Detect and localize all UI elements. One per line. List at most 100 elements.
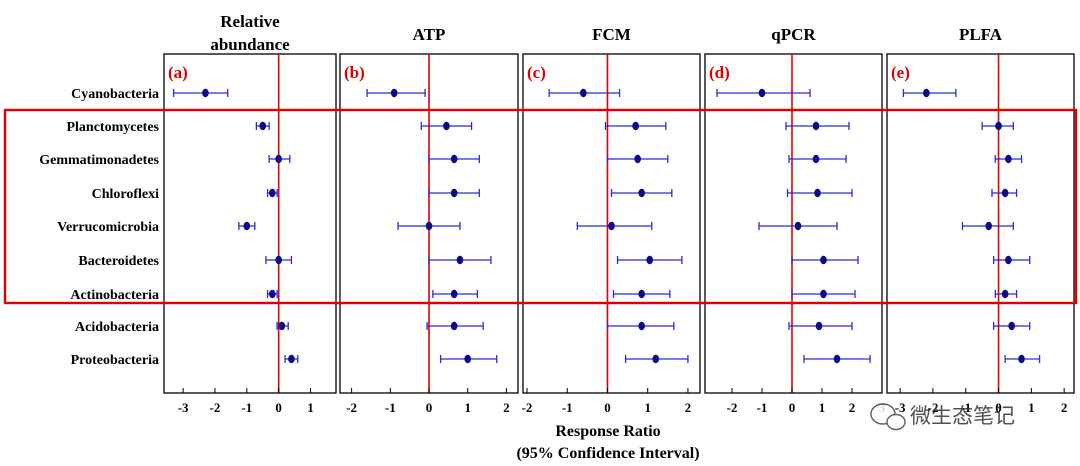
panel-tag: (a)	[168, 63, 188, 82]
category-label: Actinobacteria	[70, 288, 159, 303]
panel-frame	[704, 53, 883, 394]
estimate-point	[464, 354, 471, 364]
x-tick-label: -1	[385, 400, 396, 415]
estimate-point	[268, 289, 276, 299]
x-tick-label: -2	[346, 400, 357, 415]
estimate-point	[1005, 255, 1012, 265]
x-tick-label: 2	[503, 400, 510, 415]
estimate-point	[608, 221, 615, 231]
x-tick-label: 2	[849, 400, 856, 415]
panel-title: qPCR	[771, 25, 816, 44]
estimate-point	[1018, 354, 1025, 364]
x-tick-label: -1	[241, 400, 252, 415]
panel-title: ATP	[413, 25, 446, 44]
estimate-point	[443, 121, 450, 131]
x-axis-label: Response Ratio	[555, 423, 660, 440]
wechat-icon	[870, 403, 906, 431]
x-tick-label: 0	[604, 400, 611, 415]
estimate-point	[450, 154, 458, 164]
x-tick-label: 0	[275, 400, 282, 415]
estimate-point	[259, 121, 267, 131]
watermark-text: 微生态笔记	[910, 404, 1015, 428]
panel-tag: (d)	[709, 63, 730, 82]
estimate-point	[1001, 188, 1009, 198]
category-label: Verrucomicrobia	[57, 220, 159, 235]
watermark: 微生态笔记	[870, 403, 1015, 431]
panel-tag: (e)	[891, 63, 910, 82]
category-label: Bacteroidetes	[78, 254, 159, 269]
estimate-point	[580, 88, 587, 98]
estimate-point	[794, 221, 802, 231]
estimate-point	[450, 321, 458, 331]
x-tick-label: 0	[789, 400, 796, 415]
estimate-point	[985, 221, 993, 231]
estimate-point	[288, 354, 295, 364]
panel-title: FCM	[592, 25, 631, 44]
estimate-point	[923, 88, 930, 98]
estimate-point	[456, 255, 464, 265]
category-label: Acidobacteria	[75, 320, 159, 335]
x-tick-label: 1	[1028, 400, 1035, 415]
x-axis-label: (95% Confidence Interval)	[516, 445, 699, 462]
estimate-point	[243, 221, 251, 231]
x-tick-label: 0	[426, 400, 433, 415]
estimate-point	[814, 188, 821, 198]
panel-title: Relative	[220, 12, 280, 31]
x-tick-label: 1	[819, 400, 826, 415]
panel-title: PLFA	[959, 25, 1003, 44]
wechat-bubble-small	[886, 413, 906, 431]
panel-frame	[522, 53, 701, 394]
x-tick-label: -2	[522, 400, 533, 415]
estimate-point	[652, 354, 660, 364]
estimate-point	[646, 255, 654, 265]
category-label: Planctomycetes	[66, 120, 159, 135]
x-tick-label: -2	[727, 400, 738, 415]
category-label: Proteobacteria	[71, 353, 159, 368]
category-label: Gemmatimonadetes	[39, 153, 159, 168]
x-tick-label: -1	[757, 400, 768, 415]
x-tick-label: -1	[562, 400, 573, 415]
estimate-point	[638, 321, 645, 331]
estimate-point	[820, 255, 827, 265]
x-tick-label: 1	[644, 400, 651, 415]
estimate-point	[268, 188, 276, 198]
category-label: Cyanobacteria	[71, 87, 159, 102]
estimate-point	[275, 255, 282, 265]
x-tick-label: 2	[1061, 400, 1068, 415]
estimate-point	[450, 188, 458, 198]
estimate-point	[638, 188, 645, 198]
estimate-point	[995, 121, 1002, 131]
estimate-point	[820, 289, 827, 299]
highlight-box	[3, 108, 1078, 305]
estimate-point	[1001, 289, 1009, 299]
estimate-point	[632, 121, 639, 131]
x-tick-label: 0	[995, 400, 1002, 415]
estimate-point	[450, 289, 458, 299]
estimate-point	[833, 354, 841, 364]
panel-tag: (c)	[527, 63, 546, 82]
estimate-point	[638, 289, 645, 299]
panel-title: abundance	[210, 35, 290, 54]
estimate-point	[1008, 321, 1015, 331]
category-label: Chloroflexi	[92, 187, 160, 202]
estimate-point	[815, 321, 823, 331]
estimate-point	[812, 121, 820, 131]
x-tick-label: -3	[178, 400, 189, 415]
estimate-point	[634, 154, 641, 164]
estimate-point	[758, 88, 766, 98]
x-tick-label: -2	[210, 400, 221, 415]
x-tick-label: 1	[307, 400, 314, 415]
estimate-point	[275, 154, 282, 164]
estimate-point	[278, 321, 286, 331]
estimate-point	[812, 154, 820, 164]
panel-tag: (b)	[344, 63, 365, 82]
x-tick-label: 2	[685, 400, 692, 415]
estimate-point	[1005, 154, 1012, 164]
estimate-point	[390, 88, 398, 98]
x-tick-label: -1	[960, 400, 971, 415]
panel-frame	[886, 53, 1075, 394]
estimate-point	[425, 221, 433, 231]
x-tick-label: 1	[464, 400, 471, 415]
x-tick-label: -3	[895, 400, 906, 415]
